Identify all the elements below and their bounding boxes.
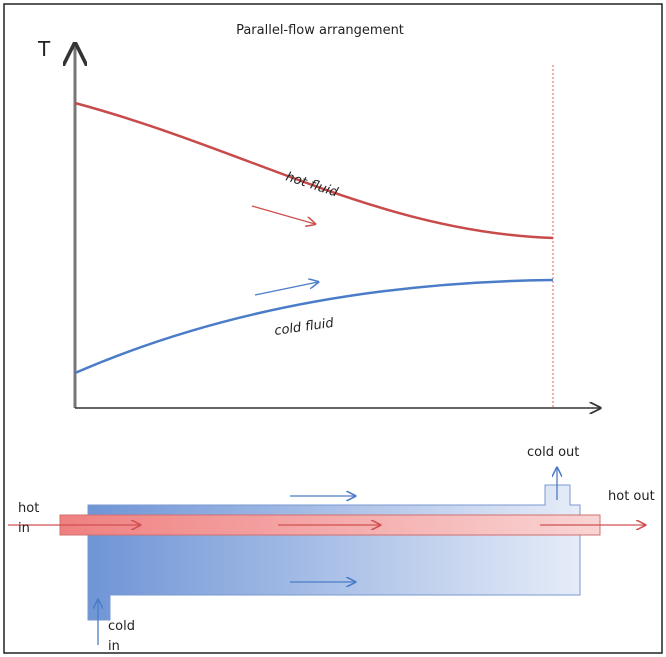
cold-label: cold fluid <box>273 316 335 339</box>
hot-curve <box>75 103 553 238</box>
port-label: in <box>18 521 30 536</box>
axis-label: T <box>37 37 51 61</box>
title: Parallel-flow arrangement <box>236 23 404 38</box>
port-label: cold out <box>527 445 579 460</box>
flow-arrow <box>252 206 315 224</box>
port-label: hot out <box>608 489 655 504</box>
diagram: Parallel-flow arrangement T hot fluid co… <box>0 0 666 657</box>
shell <box>88 485 580 620</box>
hot-label: hot fluid <box>284 170 341 201</box>
port-label: in <box>108 639 120 654</box>
port-label: cold <box>108 619 135 634</box>
port-label: hot <box>18 501 39 516</box>
flow-arrow <box>255 282 318 295</box>
